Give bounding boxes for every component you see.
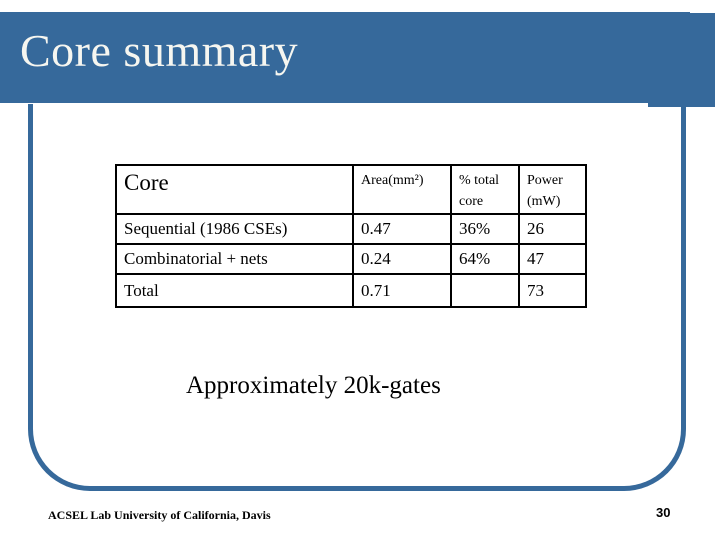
cell-area: 0.71 xyxy=(352,273,452,308)
header-area: Area(mm²) xyxy=(352,164,452,215)
header-power: Power (mW) xyxy=(518,164,587,215)
footer-credit: ACSEL Lab University of California, Davi… xyxy=(48,508,271,522)
content-frame xyxy=(28,104,686,491)
table-header-row: Core Area(mm²) % total core Power (mW) xyxy=(115,164,587,215)
cell-pct: 64% xyxy=(450,243,520,275)
title-bar xyxy=(0,12,690,103)
cell-power: 73 xyxy=(518,273,587,308)
cell-power: 47 xyxy=(518,243,587,275)
cell-area: 0.47 xyxy=(352,213,452,245)
cell-core: Combinatorial + nets xyxy=(115,243,354,275)
slide-title: Core summary xyxy=(20,25,299,76)
cell-pct: 36% xyxy=(450,213,520,245)
table-row-sequential: Sequential (1986 CSEs) 0.47 36% 26 xyxy=(115,213,587,245)
header-core: Core xyxy=(115,164,354,215)
cell-area: 0.24 xyxy=(352,243,452,275)
page-number: 30 xyxy=(656,505,671,520)
cell-pct xyxy=(450,273,520,308)
table-row-combinatorial: Combinatorial + nets 0.24 64% 47 xyxy=(115,243,587,275)
header-pct-total: % total core xyxy=(450,164,520,215)
cell-power: 26 xyxy=(518,213,587,245)
table-row-total: Total 0.71 73 xyxy=(115,273,587,308)
core-summary-table: Core Area(mm²) % total core Power (mW) S… xyxy=(115,164,587,308)
cell-core: Total xyxy=(115,273,354,308)
cell-core: Sequential (1986 CSEs) xyxy=(115,213,354,245)
slide-caption: Approximately 20k-gates xyxy=(186,372,441,399)
